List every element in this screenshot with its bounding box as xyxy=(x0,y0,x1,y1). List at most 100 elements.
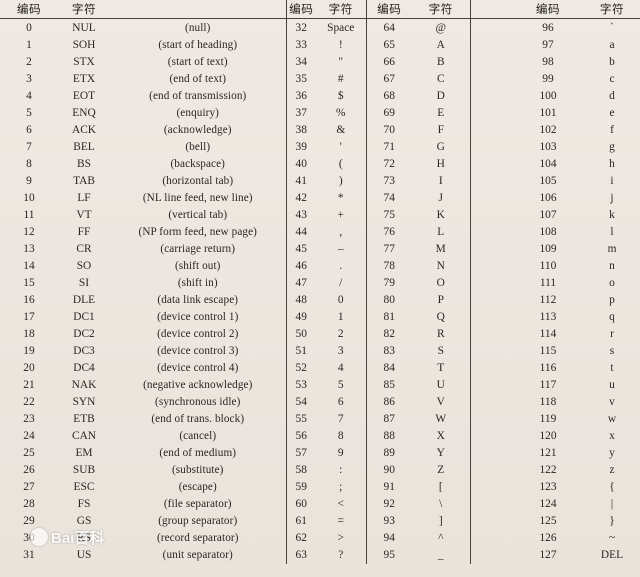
code-cell: 86 xyxy=(383,396,395,408)
code-cell: 2 xyxy=(26,56,32,68)
char-cell: ? xyxy=(316,547,367,564)
char-cell: _ xyxy=(412,547,471,564)
char-cell: ^ xyxy=(412,530,471,547)
code-cell: 119 xyxy=(539,413,557,425)
control-name-cell: DC4 xyxy=(73,362,95,374)
char-cell: c xyxy=(609,73,615,85)
spacer-cell xyxy=(470,445,512,462)
code-cell: 15 xyxy=(23,277,35,289)
char-cell: G xyxy=(412,139,471,156)
control-name-cell: SOH xyxy=(72,39,96,51)
char-cell: – xyxy=(316,241,367,258)
control-description-cell: (substitute) xyxy=(110,462,287,479)
code-cell: 100 xyxy=(539,90,557,102)
code-cell: 46 xyxy=(295,260,307,272)
control-description-cell: (device control 3) xyxy=(110,343,287,360)
control-description-cell: (device control 1) xyxy=(110,309,287,326)
control-name-cell: NAK xyxy=(71,379,97,391)
code-cell: 93 xyxy=(383,515,395,527)
code-cell: 97 xyxy=(542,39,554,51)
code-cell: 109 xyxy=(539,243,557,255)
table-row: 22 SYN (synchronous idle) 54 6 86 V 118 v xyxy=(0,394,640,411)
control-description-cell: (horizontal tab) xyxy=(110,173,287,190)
table-row: 18 DC2 (device control 2) 50 2 82 R 114 r xyxy=(0,326,640,343)
code-cell: 20 xyxy=(23,362,35,374)
code-cell: 9 xyxy=(26,175,32,187)
table-row: 31 US (unit separator) 63? 95 _ 127 DEL xyxy=(0,547,640,564)
header-char-2: 字符 xyxy=(316,0,367,19)
control-name-cell: ACK xyxy=(71,124,97,136)
control-name-cell: TAB xyxy=(73,175,95,187)
code-cell: 11 xyxy=(23,209,35,221)
code-cell: 45 xyxy=(295,243,307,255)
code-cell: 74 xyxy=(383,192,395,204)
char-cell: ) xyxy=(316,173,367,190)
control-description-cell: (data link escape) xyxy=(110,292,287,309)
code-cell: 78 xyxy=(383,260,395,272)
char-cell: [ xyxy=(412,479,471,496)
table-row: 29 GS (group separator) 61 = 93] 125} xyxy=(0,513,640,530)
code-cell: 41 xyxy=(295,175,307,187)
code-cell: 127 xyxy=(539,549,557,561)
char-cell: U xyxy=(412,377,471,394)
spacer-cell xyxy=(470,309,512,326)
table-row: 10 LF (NL line feed, new line) 42 * 74 J 106 j xyxy=(0,190,640,207)
control-name-cell: SI xyxy=(78,277,90,289)
char-cell: 2 xyxy=(316,326,367,343)
spacer-cell xyxy=(470,88,512,105)
table-row: 0 NUL (null) 32 Space 64 @96 ` xyxy=(0,18,640,37)
char-cell: H xyxy=(412,156,471,173)
char-cell: + xyxy=(316,207,367,224)
spacer-cell xyxy=(470,530,512,547)
control-description-cell: (enquiry) xyxy=(110,105,287,122)
spacer-cell xyxy=(470,377,512,394)
code-cell: 107 xyxy=(539,209,557,221)
control-description-cell: (synchronous idle) xyxy=(110,394,287,411)
control-description-cell: (escape) xyxy=(110,479,287,496)
table-row: 20 DC4 (device control 4) 52 4 84 T 116 t xyxy=(0,360,640,377)
table-row: 17 DC1 (device control 1) 49 1 81 Q 113 q xyxy=(0,309,640,326)
char-cell: { xyxy=(609,481,615,493)
code-cell: 19 xyxy=(23,345,35,357)
code-cell: 125 xyxy=(539,515,557,527)
code-cell: 94 xyxy=(383,532,395,544)
char-cell: , xyxy=(316,224,367,241)
control-name-cell: CR xyxy=(76,243,92,255)
code-cell: 50 xyxy=(295,328,307,340)
char-cell: ! xyxy=(316,37,367,54)
control-name-cell: DC1 xyxy=(73,311,95,323)
char-cell: B xyxy=(412,54,471,71)
code-cell: 14 xyxy=(23,260,35,272)
code-cell: 40 xyxy=(295,158,307,170)
code-cell: 60 xyxy=(295,498,307,510)
code-cell: 56 xyxy=(295,430,307,442)
header-spacer-4 xyxy=(470,0,512,19)
control-description-cell: (group separator) xyxy=(110,513,287,530)
spacer-cell xyxy=(470,326,512,343)
char-cell: ' xyxy=(316,139,367,156)
char-cell: . xyxy=(316,258,367,275)
control-description-cell: (backspace) xyxy=(110,156,287,173)
spacer-cell xyxy=(470,156,512,173)
char-cell: ~ xyxy=(608,532,616,544)
char-cell: 3 xyxy=(316,343,367,360)
code-cell: 43 xyxy=(295,209,307,221)
code-cell: 113 xyxy=(539,311,557,323)
char-cell: I xyxy=(412,173,471,190)
code-cell: 81 xyxy=(383,311,395,323)
control-name-cell: EM xyxy=(75,447,93,459)
code-cell: 70 xyxy=(383,124,395,136)
char-cell: M xyxy=(412,241,471,258)
char-cell: 1 xyxy=(316,309,367,326)
control-description-cell: (end of text) xyxy=(110,71,287,88)
code-cell: 118 xyxy=(539,396,557,408)
code-cell: 18 xyxy=(23,328,35,340)
control-description-cell: (device control 4) xyxy=(110,360,287,377)
code-cell: 22 xyxy=(23,396,35,408)
code-cell: 112 xyxy=(539,294,557,306)
spacer-cell xyxy=(470,343,512,360)
spacer-cell xyxy=(470,496,512,513)
code-cell: 122 xyxy=(539,464,557,476)
code-cell: 117 xyxy=(539,379,557,391)
code-cell: 92 xyxy=(383,498,395,510)
